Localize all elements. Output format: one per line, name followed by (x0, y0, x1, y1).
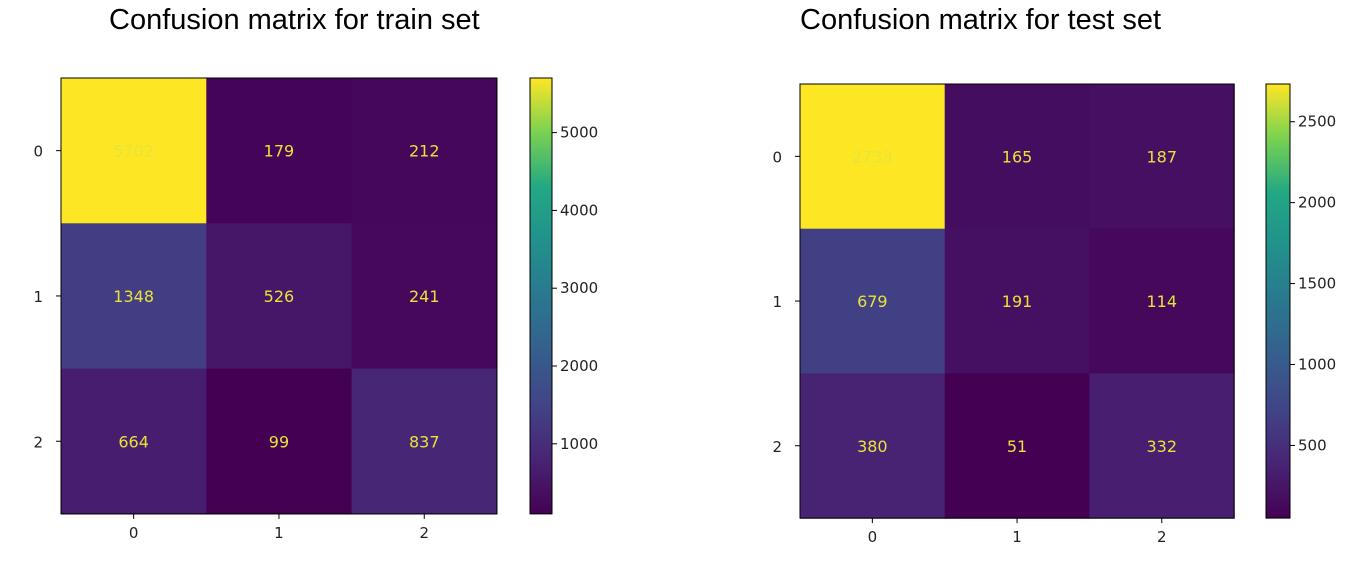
test-colorbar-tick-label-3: 2000 (1298, 194, 1336, 212)
test-cell-0-1 (944, 84, 1090, 230)
test-colorbar-tick-label-4: 2500 (1298, 113, 1336, 131)
test-colorbar-tick-label-1: 1000 (1298, 355, 1336, 373)
test-x-tick-label-2: 2 (1157, 528, 1167, 546)
train-colorbar-tick-label-0: 1000 (560, 435, 598, 453)
test-y-tick-label-1: 1 (772, 293, 782, 311)
test-colorbar-tick-label-0: 500 (1298, 436, 1327, 454)
test-cell-label-0-0: 2733 (852, 147, 893, 166)
train-cell-label-0-2: 212 (409, 142, 440, 161)
train-cell-2-1 (206, 368, 353, 515)
train-cell-label-1-2: 241 (409, 287, 440, 306)
test-cell-0-0 (800, 84, 946, 230)
test-cell-label-1-2: 114 (1146, 292, 1177, 311)
train-cell-2-0 (61, 368, 207, 515)
test-cell-label-0-1: 165 (1002, 147, 1033, 166)
train-x-tick-label-1: 1 (274, 524, 284, 542)
test-cell-label-1-1: 191 (1002, 292, 1033, 311)
test-x-tick-label-0: 0 (868, 528, 878, 546)
test-y-tick-label-0: 0 (772, 148, 782, 166)
train-colorbar (529, 77, 553, 515)
train-cell-label-1-1: 526 (264, 287, 295, 306)
test-cell-label-0-2: 187 (1146, 147, 1177, 166)
test-colorbar (1265, 83, 1291, 519)
train-cell-0-1 (206, 78, 353, 224)
test-cell-2-2 (1089, 373, 1235, 519)
test-cell-1-0 (800, 228, 946, 374)
train-chart-title: Confusion matrix for train set (109, 4, 480, 36)
train-cell-label-2-2: 837 (409, 432, 440, 451)
test-cell-2-0 (800, 373, 946, 519)
train-cell-2-2 (351, 368, 498, 515)
train-cell-label-0-1: 179 (264, 142, 295, 161)
train-x-tick-label-0: 0 (129, 524, 139, 542)
train-cell-0-2 (351, 78, 498, 224)
train-colorbar-tick-label-3: 4000 (560, 201, 598, 219)
train-colorbar-tick-label-1: 2000 (560, 357, 598, 375)
test-cell-0-2 (1089, 84, 1235, 230)
test-chart-title: Confusion matrix for test set (800, 4, 1162, 36)
test-colorbar-tick-label-2: 1500 (1298, 275, 1336, 293)
train-cell-label-1-0: 1348 (113, 287, 154, 306)
test-cell-1-1 (944, 228, 1090, 374)
test-cell-2-1 (944, 373, 1090, 519)
train-cell-label-0-0: 5702 (113, 142, 154, 161)
test-cell-label-2-0: 380 (857, 437, 888, 456)
train-colorbar-tick-label-4: 5000 (560, 124, 598, 142)
train-x-tick-label-2: 2 (419, 524, 429, 542)
train-cell-1-1 (206, 223, 353, 370)
test-cell-label-2-2: 332 (1146, 437, 1177, 456)
train-cell-label-2-1: 99 (269, 432, 289, 451)
test-cell-label-2-1: 51 (1007, 437, 1027, 456)
test-y-tick-label-2: 2 (772, 438, 782, 456)
train-y-tick-label-0: 0 (33, 143, 43, 161)
test-x-tick-label-1: 1 (1012, 528, 1022, 546)
train-cell-1-0 (61, 223, 207, 370)
test-cell-1-2 (1089, 228, 1235, 374)
train-colorbar-tick-label-2: 3000 (560, 279, 598, 297)
test-cell-label-1-0: 679 (857, 292, 888, 311)
train-y-tick-label-2: 2 (33, 433, 43, 451)
train-cell-label-2-0: 664 (118, 432, 149, 451)
train-cell-0-0 (61, 78, 207, 224)
train-cell-1-2 (351, 223, 498, 370)
train-y-tick-label-1: 1 (33, 288, 43, 306)
